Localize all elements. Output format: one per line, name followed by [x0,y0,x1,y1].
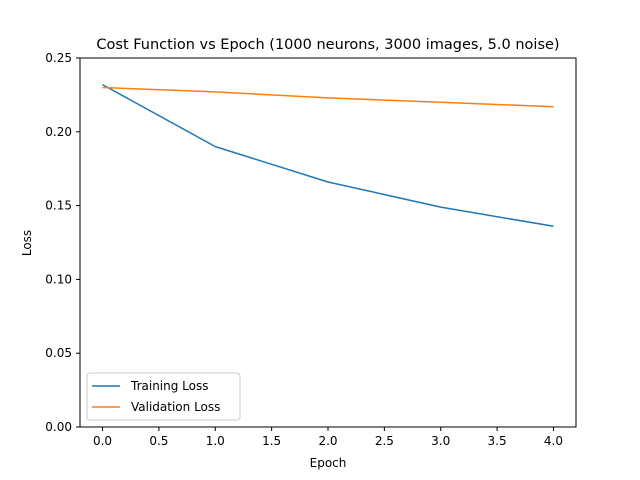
y-tick-label: 0.15 [45,199,72,213]
x-axis-ticks: 0.0 0.5 1.0 1.5 2.0 2.5 3.0 3.5 4.0 [93,427,563,448]
y-tick-label: 0.05 [45,346,72,360]
x-tick-label: 3.0 [431,434,450,448]
y-tick-label: 0.25 [45,51,72,65]
series-line-1 [102,83,554,228]
y-axis-label: Loss [20,230,34,256]
plot-area-frame [79,57,577,428]
chart-title: Cost Function vs Epoch (1000 neurons, 30… [96,37,559,53]
y-tick-label: 0.20 [45,125,72,139]
x-tick-label: 2.0 [318,434,337,448]
x-tick-label: 1.5 [262,434,281,448]
legend: Training Loss Validation Loss [86,372,241,421]
series-layer [102,83,554,228]
x-tick-label: 0.0 [93,434,112,448]
y-axis-ticks: 0.00 0.05 0.10 0.15 0.20 0.25 [45,51,80,434]
x-tick-label: 4.0 [544,434,563,448]
legend-box [86,372,241,421]
legend-label-2: Validation Loss [131,400,220,414]
series-line-2 [102,86,554,108]
x-tick-label: 1.0 [206,434,225,448]
y-tick-label: 0.00 [45,420,72,434]
x-tick-label: 2.5 [375,434,394,448]
x-tick-label: 3.5 [488,434,507,448]
x-axis-label: Epoch [310,456,347,470]
legend-label-1: Training Loss [130,379,208,393]
x-tick-label: 0.5 [149,434,168,448]
y-tick-label: 0.10 [45,272,72,286]
